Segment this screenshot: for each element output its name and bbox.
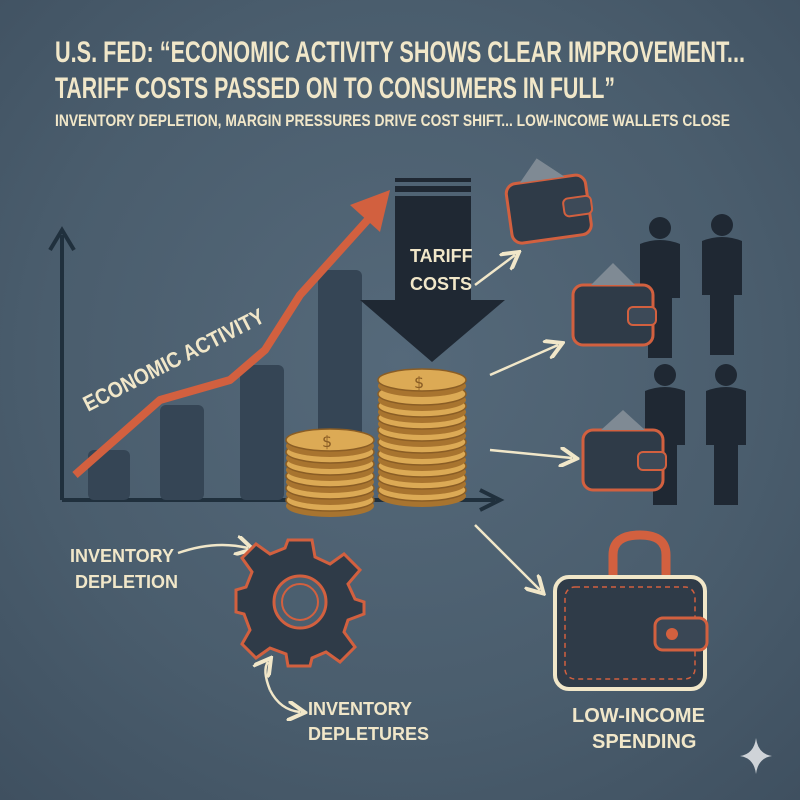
spending-label-line2: SPENDING [592,731,696,753]
svg-text:$: $ [322,432,332,451]
down-arrow-icon [360,178,505,362]
wallet-icon [553,530,709,691]
inventory-label-line2: DEPLETION [75,572,178,592]
coin-stack-icon: $ [377,368,467,508]
depletures-label-line2: DEPLETURES [308,724,429,744]
inventory-label-line1: INVENTORY [70,546,174,566]
wallet-icon [571,263,658,347]
rising-arrow-icon [72,190,390,478]
wallet-icon [581,410,668,492]
tariff-label-line2: COSTS [410,274,472,294]
svg-text:$: $ [414,373,424,392]
wallet-icon [503,158,598,246]
flow-arrows [177,255,572,712]
spending-label-line1: LOW-INCOME [572,705,705,727]
depletures-label-line1: INVENTORY [308,699,412,719]
sparkle-icon [740,738,772,774]
gear-icon [234,538,366,668]
tariff-label-line1: TARIFF [410,246,473,266]
headline-line1: U.S. FED: “ECONOMIC ACTIVITY SHOWS CLEAR… [55,36,745,69]
headline-subtitle: INVENTORY DEPLETION, MARGIN PRESSURES DR… [55,111,730,130]
coin-stack-icon: $ [285,428,375,518]
person-silhouette-icon [640,214,742,358]
headline-line2: TARIFF COSTS PASSED ON TO CONSUMERS IN F… [55,72,615,105]
